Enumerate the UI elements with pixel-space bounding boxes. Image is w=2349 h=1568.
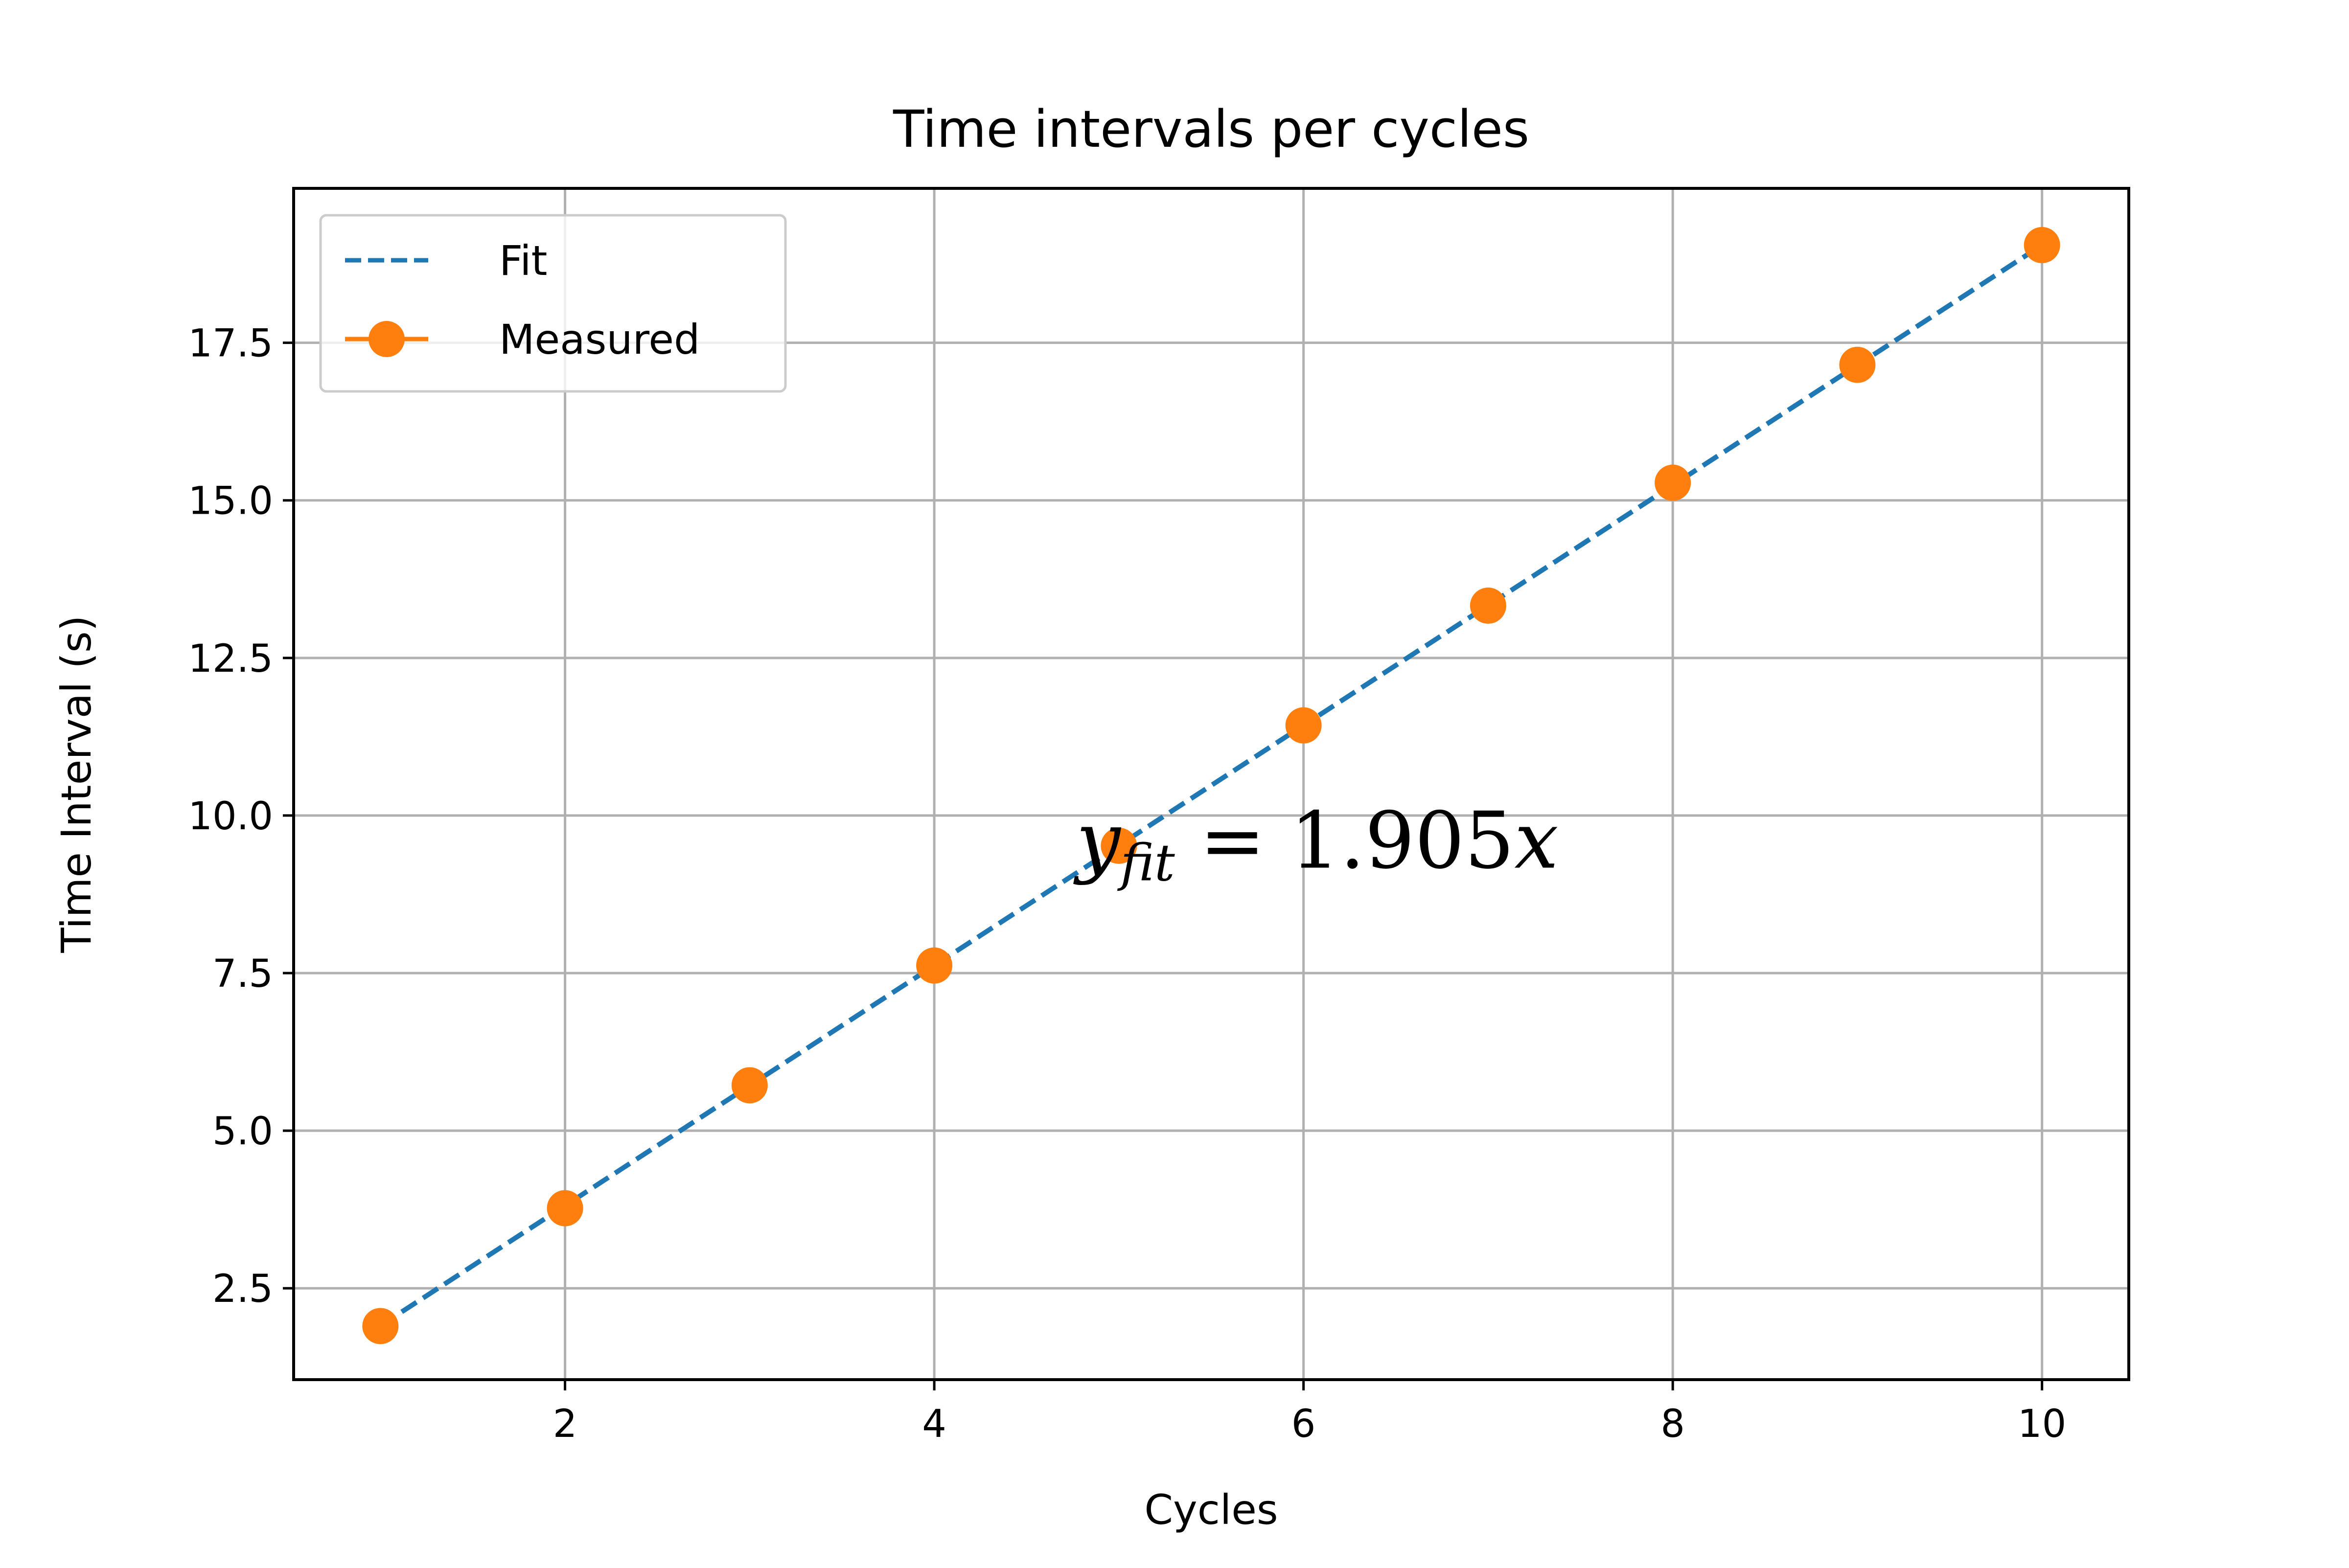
y-tick-label: 2.5: [212, 1267, 273, 1311]
x-tick-label: 4: [922, 1402, 946, 1446]
measured-point: [731, 1067, 768, 1104]
y-tick-label: 15.0: [188, 479, 273, 523]
y-tick-label: 17.5: [188, 322, 273, 366]
x-tick-label: 6: [1291, 1402, 1316, 1446]
measured-point: [1470, 587, 1506, 624]
series-layer: [362, 227, 2060, 1344]
fit-equation-subscript: fit: [1117, 833, 1174, 892]
x-tick-label: 2: [553, 1402, 577, 1446]
plot-frame: [292, 187, 2130, 1381]
legend-measured-marker-swatch: [368, 321, 405, 357]
legend-measured-label: Measured: [499, 316, 700, 364]
x-axis-label: Cycles: [1144, 1486, 1278, 1534]
measured-point: [1101, 827, 1137, 864]
grid-layer: [294, 188, 2129, 1380]
x-tick-label: 10: [2018, 1402, 2066, 1446]
measured-point: [547, 1190, 583, 1227]
y-axis-label: Time Interval (s): [52, 615, 100, 954]
legend-box: [319, 214, 787, 393]
measured-point: [1655, 464, 1691, 501]
x-tick-label: 8: [1660, 1402, 1685, 1446]
legend-fit-label: Fit: [499, 237, 547, 285]
measured-point: [1285, 707, 1322, 744]
y-tick-label: 12.5: [188, 637, 273, 681]
fit-equation-coefficient: = 1.905: [1175, 795, 1515, 886]
ticks-layer: 2 4 6 8 10 2.5 5.0 7.5 10.0 12.5 15.0 17.5: [188, 322, 2066, 1446]
legend: Fit Measured: [319, 214, 787, 393]
y-tick-label: 7.5: [212, 952, 273, 996]
measured-point: [362, 1308, 399, 1344]
fit-equation-variable: y: [1073, 795, 1122, 886]
measured-point: [2024, 227, 2060, 263]
y-tick-label: 5.0: [212, 1110, 273, 1154]
measured-point: [916, 947, 953, 984]
y-tick-label: 10.0: [188, 795, 273, 839]
measured-point: [1839, 346, 1876, 383]
chart-title: Time intervals per cycles: [893, 99, 1529, 159]
fit-equation-x: x: [1514, 795, 1558, 886]
fit-equation-annotation: yfit = 1.905x: [1073, 795, 1559, 892]
